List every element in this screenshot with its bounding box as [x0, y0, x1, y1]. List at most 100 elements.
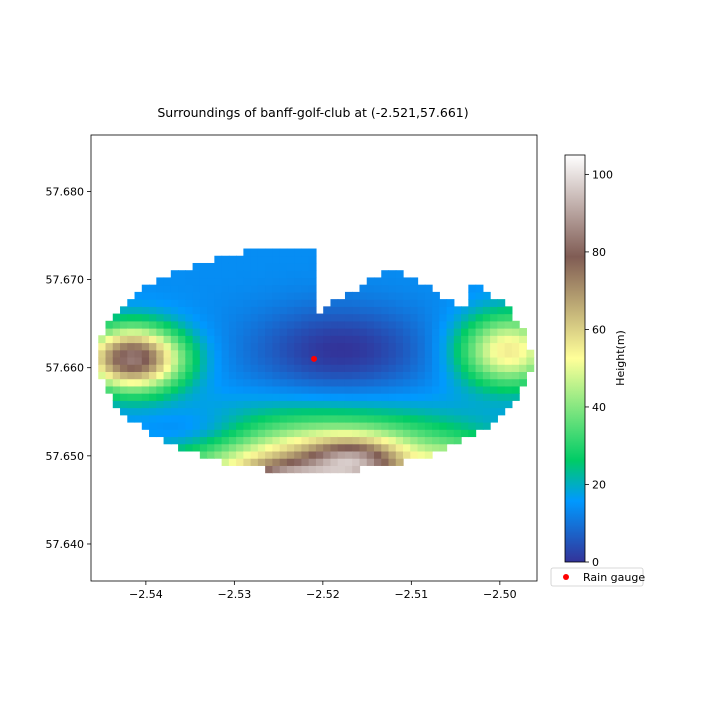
heightmap-cell	[243, 255, 252, 264]
heightmap-cell	[272, 270, 281, 279]
heightmap-cell	[272, 385, 281, 394]
heightmap-cell	[170, 335, 179, 344]
heightmap-cell	[236, 385, 244, 394]
heightmap-cell	[214, 450, 223, 459]
heightmap-cell	[214, 414, 223, 423]
heightmap-cell	[388, 356, 397, 365]
heightmap-cell	[228, 385, 237, 394]
heightmap-cell	[432, 320, 440, 329]
heightmap-cell	[207, 443, 215, 452]
heightmap-cell	[170, 291, 179, 300]
heightmap-cell	[199, 291, 208, 300]
heightmap-cell	[207, 393, 215, 401]
heightmap-cell	[446, 364, 455, 372]
heightmap-cell	[519, 378, 527, 387]
heightmap-cell	[178, 385, 186, 394]
heightmap-cell	[388, 291, 397, 300]
heightmap-cell	[374, 385, 382, 394]
heightmap-cell	[192, 393, 201, 401]
heightmap-cell	[395, 429, 404, 438]
heightmap-cell	[250, 364, 259, 372]
heightmap-cell	[366, 393, 375, 401]
heightmap-cell	[170, 277, 179, 286]
heightmap-cell	[127, 414, 136, 423]
heightmap-cell	[468, 349, 477, 358]
heightmap-cell	[366, 421, 375, 430]
heightmap-cell	[170, 342, 179, 351]
heightmap-cell	[308, 335, 317, 344]
heightmap-cell	[337, 400, 346, 409]
heightmap-cell	[199, 421, 208, 430]
heightmap-cell	[453, 421, 462, 430]
heightmap-cell	[344, 356, 353, 365]
heightmap-cell	[170, 364, 179, 372]
heightmap-cell	[170, 328, 179, 336]
heightmap-cell	[207, 284, 215, 293]
heightmap-cell	[250, 349, 259, 358]
heightmap-cell	[257, 299, 266, 307]
colorbar: 0 20 40 60 80 100 Height(m)	[564, 154, 627, 569]
heightmap-cell	[439, 320, 448, 329]
heightmap-cell	[257, 364, 266, 372]
heightmap-cell	[228, 436, 237, 445]
heightmap-cell	[112, 400, 121, 409]
heightmap-cell	[185, 299, 194, 307]
heightmap-cell	[417, 291, 426, 300]
heightmap-cell	[199, 320, 208, 329]
heightmap-cell	[323, 342, 332, 351]
heightmap-cell	[323, 364, 332, 372]
heightmap-cell	[352, 342, 361, 351]
heightmap-cell	[134, 364, 143, 372]
heightmap-cell	[207, 429, 215, 438]
heightmap-cell	[475, 313, 484, 322]
heightmap-cell	[308, 407, 317, 416]
heightmap-cell	[156, 429, 165, 438]
heightmap-cell	[127, 313, 136, 322]
heightmap-cell	[424, 407, 433, 416]
heightmap-cell	[308, 320, 317, 329]
heightmap-cell	[105, 335, 114, 344]
heightmap-cell	[236, 407, 244, 416]
heightmap-cell	[374, 407, 382, 416]
heightmap-cell	[344, 393, 353, 401]
heightmap-cell	[410, 284, 419, 293]
heightmap-cell	[439, 421, 448, 430]
heightmap-cell	[344, 378, 353, 387]
heightmap-cell	[315, 342, 324, 351]
heightmap-cell	[272, 443, 281, 452]
heightmap-cell	[395, 443, 404, 452]
heightmap-cell	[221, 320, 230, 329]
heightmap-cell	[439, 349, 448, 358]
heightmap-cell	[120, 320, 128, 329]
heightmap-cell	[482, 378, 491, 387]
heightmap-cell	[105, 328, 114, 336]
heightmap-cell	[279, 328, 288, 336]
heightmap-cell	[214, 335, 223, 344]
heightmap-cell	[381, 378, 390, 387]
heightmap-cell	[163, 320, 172, 329]
heightmap-cell	[163, 356, 172, 365]
heightmap-cell	[178, 421, 186, 430]
y-tick-label: 57.640	[46, 538, 85, 551]
x-axis: −2.54 −2.53 −2.52 −2.51 −2.50	[129, 581, 517, 601]
heightmap-cell	[308, 313, 317, 322]
heightmap-cell	[468, 378, 477, 387]
heightmap-cell	[257, 349, 266, 358]
heightmap-cell	[141, 407, 150, 416]
heightmap-cell	[236, 328, 244, 336]
heightmap-cell	[315, 364, 324, 372]
heightmap-cell	[475, 320, 484, 329]
heightmap-cell	[410, 450, 419, 459]
heightmap-cell	[315, 320, 324, 329]
heightmap-cell	[381, 313, 390, 322]
heightmap-cell	[446, 335, 455, 344]
heightmap-cell	[417, 364, 426, 372]
heightmap-cell	[315, 400, 324, 409]
heightmap-cell	[294, 277, 303, 286]
heightmap-cell	[301, 436, 310, 445]
heightmap-cell	[453, 306, 462, 315]
heightmap-cell	[170, 320, 179, 329]
heightmap-cell	[410, 429, 419, 438]
heightmap-cell	[330, 465, 339, 474]
heightmap-cell	[185, 364, 194, 372]
